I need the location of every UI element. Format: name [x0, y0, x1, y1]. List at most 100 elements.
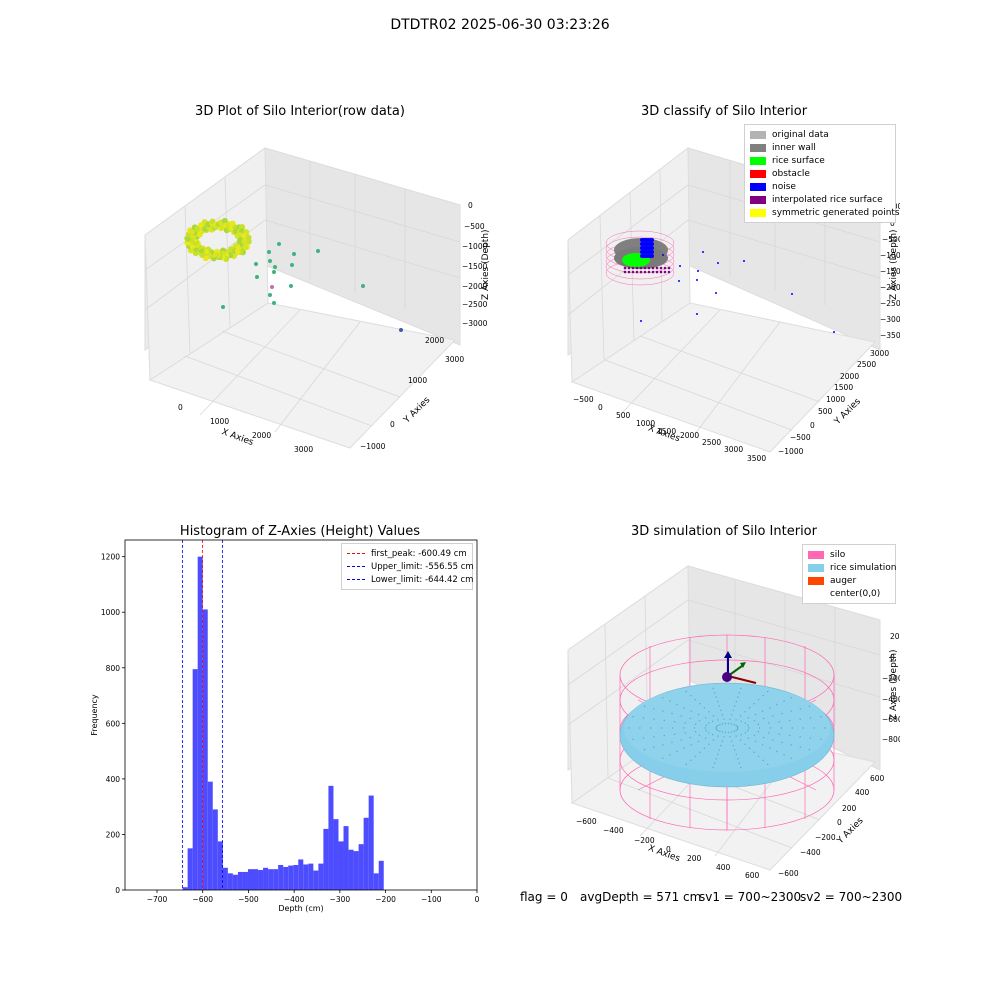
legend-line-swatch — [347, 553, 365, 554]
classify-noise-point — [678, 280, 680, 282]
rice-texture-dot — [736, 728, 739, 730]
rice-texture-dot — [729, 718, 731, 720]
classify-noise-point — [791, 293, 793, 295]
rice-texture-dot — [682, 727, 685, 729]
legend-label: obstacle — [772, 168, 810, 179]
histogram-bar — [217, 841, 223, 890]
classify-interpolated-point — [667, 266, 671, 270]
raw-point-cloud — [184, 217, 403, 332]
legend-label: auger — [830, 575, 857, 586]
classify-noise-point — [696, 279, 698, 281]
legend-line-swatch — [347, 579, 365, 580]
sim-z-axis-label: Z Axies (Depth) — [889, 649, 899, 720]
histogram-bar — [253, 869, 259, 890]
histogram-bar — [192, 669, 198, 890]
rice-texture-dot — [690, 710, 693, 712]
histogram-title: Histogram of Z-Axies (Height) Values — [179, 524, 421, 539]
y-tick-label: 600 — [106, 719, 121, 728]
rice-texture-dot — [790, 697, 792, 699]
rice-texture-dot — [733, 723, 735, 726]
rice-texture-dot — [735, 724, 737, 727]
histogram-bar — [308, 863, 314, 890]
rice-texture-dot — [737, 696, 739, 698]
classify-z-axis-label: Z Axies (Depth) — [889, 229, 899, 300]
rice-texture — [628, 687, 826, 769]
classify-x-tick-8: 3500 — [747, 454, 766, 463]
classify-x-tick-1: 0 — [598, 403, 603, 412]
rice-texture-dot — [671, 741, 673, 744]
classify-x-tick-7: 3000 — [724, 445, 743, 454]
histogram-bar — [343, 826, 349, 890]
rice-texture-dot — [717, 719, 719, 721]
classify-y-tick-7: 2500 — [857, 360, 876, 369]
rice-texture-dot — [713, 692, 716, 694]
rice-texture-dot — [788, 734, 791, 737]
rice-texture-dot — [632, 716, 634, 718]
classify-legend-item: noise — [750, 180, 890, 193]
rice-texture-dot — [698, 720, 701, 722]
rice-texture-dot — [791, 727, 794, 729]
raw-point — [292, 252, 296, 256]
raw-point — [234, 248, 241, 255]
rice-texture-dot — [703, 747, 706, 749]
raw-point — [399, 328, 403, 332]
legend-label: rice simulation — [830, 562, 897, 573]
classify-z-tick-6: −2500 — [880, 299, 900, 308]
simulation-panel-title: 3D simulation of Silo Interior — [631, 524, 817, 539]
rice-texture-dot — [650, 727, 652, 729]
rice-texture-dot — [747, 737, 750, 739]
rice-texture-dot — [720, 744, 722, 747]
rice-texture-dot — [754, 740, 757, 743]
legend-line-swatch — [347, 566, 365, 567]
classify-interpolated-point — [643, 270, 647, 274]
rice-texture-dot — [762, 736, 765, 739]
simulation-legend-item: auger — [808, 574, 890, 587]
raw-point — [241, 238, 248, 245]
raw-x-tick-2: 2000 — [252, 431, 271, 440]
rice-texture-dot — [683, 747, 685, 749]
legend-label: noise — [772, 181, 796, 192]
rice-texture-dot — [802, 727, 804, 729]
sim-x-tick-5: 400 — [716, 863, 731, 872]
legend-swatch — [750, 182, 766, 191]
status-flag: flag = 0 — [520, 890, 568, 904]
sim-x-tick-6: 600 — [745, 871, 760, 880]
rice-texture-dot — [662, 710, 664, 712]
raw-point — [316, 249, 320, 253]
sim-x-tick-0: −600 — [576, 817, 597, 826]
histogram-bar — [358, 844, 364, 890]
rice-texture-dot — [671, 712, 673, 715]
rice-texture-dot — [772, 715, 774, 717]
rice-texture-dot — [723, 736, 725, 738]
raw-point — [273, 265, 277, 269]
classify-legend-item: interpolated rice surface — [750, 193, 890, 206]
classify-noise-point — [702, 251, 704, 253]
classify-y-tick-5: 1500 — [834, 383, 853, 392]
rice-texture-dot — [662, 744, 664, 746]
histogram-bar — [298, 859, 304, 890]
rice-texture-dot — [740, 720, 742, 722]
classify-interpolated-point — [647, 270, 651, 274]
histogram-bar — [363, 817, 369, 890]
rice-texture-dot — [780, 727, 783, 729]
rice-texture-dot — [712, 739, 715, 741]
sim-z-tick-4: −600 — [882, 715, 900, 724]
sim-x-axis-label: X Axies — [647, 844, 682, 865]
histogram-bar — [283, 866, 289, 890]
histogram-bar — [273, 869, 279, 890]
rice-texture-dot — [747, 717, 750, 719]
sim-y-tick-0: −600 — [778, 869, 799, 878]
rice-texture-dot — [820, 738, 822, 740]
rice-texture-dot — [776, 703, 778, 706]
rice-texture-dot — [697, 713, 700, 716]
rice-texture-dot — [653, 718, 655, 720]
rice-texture-dot — [762, 694, 764, 697]
rice-texture-dot — [735, 753, 737, 756]
histogram-bar — [288, 865, 294, 890]
rice-texture-dot — [799, 718, 801, 720]
legend-label: Lower_limit: -644.42 cm — [371, 574, 474, 585]
rice-texture-dot — [724, 722, 727, 725]
rice-texture-dot — [704, 727, 706, 729]
classify-x-tick-0: −500 — [573, 395, 594, 404]
rice-texture-dot — [744, 722, 747, 724]
